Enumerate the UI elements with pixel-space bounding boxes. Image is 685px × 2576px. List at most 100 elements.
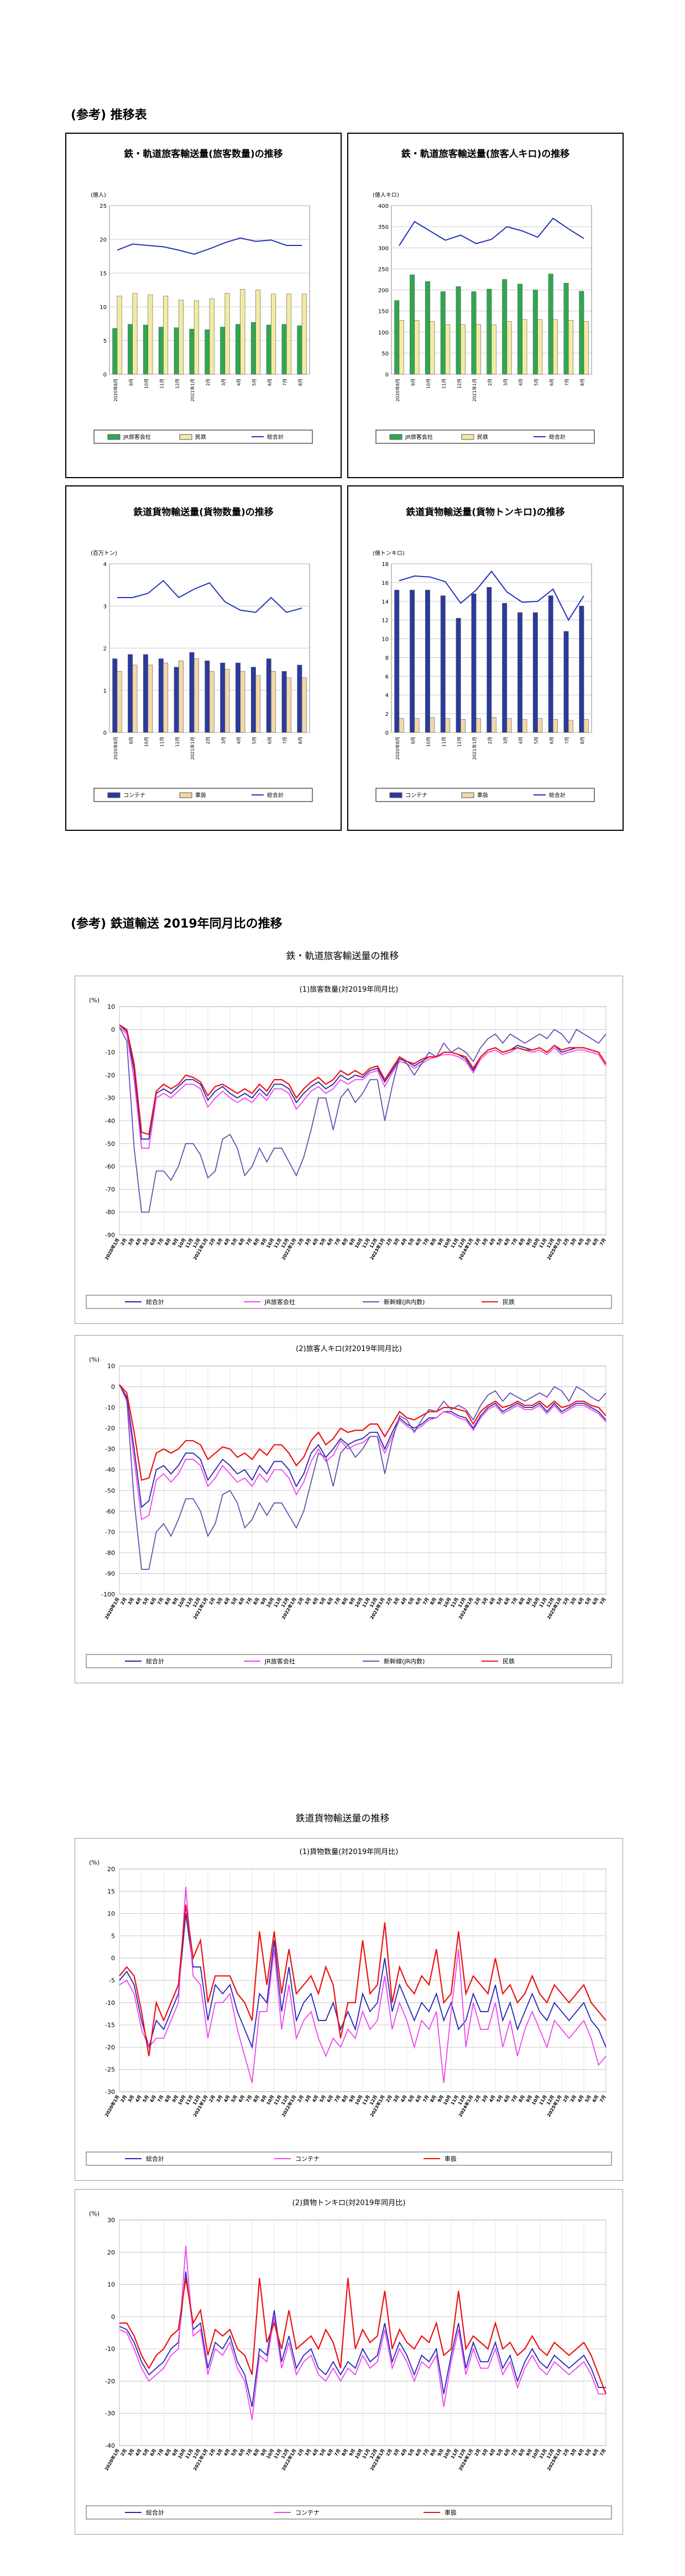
bar [502,279,508,375]
series-line [119,2277,607,2395]
x-tick-label: 6月 [415,2448,423,2457]
y-tick-label: 18 [381,562,389,568]
x-tick-label: 4月 [400,1597,408,1606]
y-tick-label: -5 [109,1977,115,1985]
y-tick-label: 10 [107,1910,115,1918]
x-tick-label: 8月 [580,737,585,744]
x-tick-label: 2020年8月 [113,737,118,760]
bar [394,300,400,375]
x-tick-label: 4月 [223,2095,231,2103]
y-tick-label: 300 [378,245,389,252]
legend-label: コンテナ [295,2509,320,2516]
x-tick-label: 6月 [326,1597,334,1606]
legend-label: 総合計 [549,792,566,799]
y-tick-label: -80 [105,1549,115,1557]
unit-label: (%) [89,997,100,1004]
section-title-yoy: (参考) 鉄道輸送 2019年同月比の推移 [71,917,283,931]
chart-title: (1)貨物数量(対2019年同月比) [300,1847,399,1856]
x-tick-label: 11月 [441,379,446,389]
panel-title: 鉄・軌道旅客輸送量(旅客人キロ)の推移 [401,149,570,160]
y-tick-label: 2 [103,646,107,652]
line-chart-freight-tonkm: (2)貨物トンキロ(対2019年同月比) (%) 30 20 10 0 -10 -20 -30 -… [86,2198,612,2520]
bar [117,671,122,733]
legend-label: 総合計 [267,792,284,799]
x-tick-label: 6月 [549,379,554,386]
bar [399,718,404,733]
x-tick-label: 3月 [304,1238,312,1247]
legend-label: 新幹線(JR内数) [384,1657,425,1665]
x-tick-label: 2月 [119,2095,128,2103]
x-tick-label: 2月 [385,1597,393,1606]
x-tick-label: 8月 [164,1597,172,1606]
x-tick-label: 6月 [503,2095,511,2103]
legend-swatch [461,434,474,440]
y-tick-label: -50 [105,1140,115,1148]
x-tick-label: 2020年1月 [103,1237,121,1261]
x-tick-label: 8月 [164,2095,172,2103]
x-tick-label: 12月 [175,737,180,747]
y-tick-label: 0 [111,1026,115,1033]
y-tick-label: 3 [103,604,107,610]
bar [224,293,230,375]
x-tick-label: 7月 [422,2095,430,2103]
y-tick-label: -10 [105,1049,115,1056]
bar [143,654,148,733]
bar [491,324,496,375]
x-tick-label: 6月 [415,1597,423,1606]
x-tick-label: 4月 [488,2095,496,2103]
bar [271,294,276,375]
bar [240,671,245,733]
bar [220,327,226,375]
x-tick-label: 5月 [407,2095,415,2103]
legend-label: コンテナ [123,792,145,799]
unit-label: (%) [89,1356,100,1363]
y-tick-label: 10 [107,2281,115,2289]
x-tick-label: 6月 [592,2448,600,2457]
bar [425,281,430,375]
x-tick-label: 5月 [142,2095,150,2103]
bar [517,284,522,375]
y-tick-label: 30 [107,2217,115,2224]
x-tick-label: 2月 [119,2448,128,2457]
series-line [119,2271,606,2407]
y-tick-label: 0 [111,2313,115,2321]
y-tick-label: -100 [101,1591,115,1598]
x-tick-label: 2021年1月 [472,737,477,760]
x-tick-label: 4月 [400,1238,408,1247]
y-tick-label: 10 [107,1003,115,1010]
legend-box [375,430,595,444]
y-tick-label: 25 [100,203,107,210]
x-tick-label: 4月 [134,1597,143,1606]
bar [250,322,256,375]
x-tick-label: 6月 [503,2448,511,2457]
y-tick-label: -30 [105,1095,115,1102]
bar [568,720,573,733]
x-tick-label: 4月 [134,2448,143,2457]
x-tick-label: 7月 [283,379,287,386]
chart-title: (1)旅客数量(対2019年同月比) [300,985,399,994]
x-tick-label: 8月 [252,1597,260,1606]
series-line [399,570,584,621]
panel-freight-tonkm: 鉄道貨物輸送量(貨物トンキロ)の推移 (億トンキロ) 0 2 4 6 8 10 12 14 16 1… [347,485,624,831]
x-tick-label: 2月 [562,2448,570,2457]
x-tick-label: 9月 [411,737,416,744]
y-tick-label: 100 [378,330,389,336]
bar [158,327,164,375]
x-tick-label: 2月 [296,1597,305,1606]
x-tick-label: 2月 [473,2448,482,2457]
x-tick-label: 8月 [298,379,303,386]
x-tick-label: 3月 [393,1238,401,1247]
x-tick-label: 8月 [341,1597,349,1606]
bar [148,294,153,375]
legend-label: 車扱 [195,792,206,799]
bar [430,717,435,733]
y-tick-label: 150 [378,309,389,315]
bar [271,671,276,733]
legend-label: JR旅客会社 [264,1298,295,1306]
bar [553,719,558,733]
bar [174,667,179,733]
bar [532,290,538,375]
bar [209,671,215,733]
x-tick-label: 10月 [144,737,149,747]
x-tick-label: 6月 [415,2095,423,2103]
